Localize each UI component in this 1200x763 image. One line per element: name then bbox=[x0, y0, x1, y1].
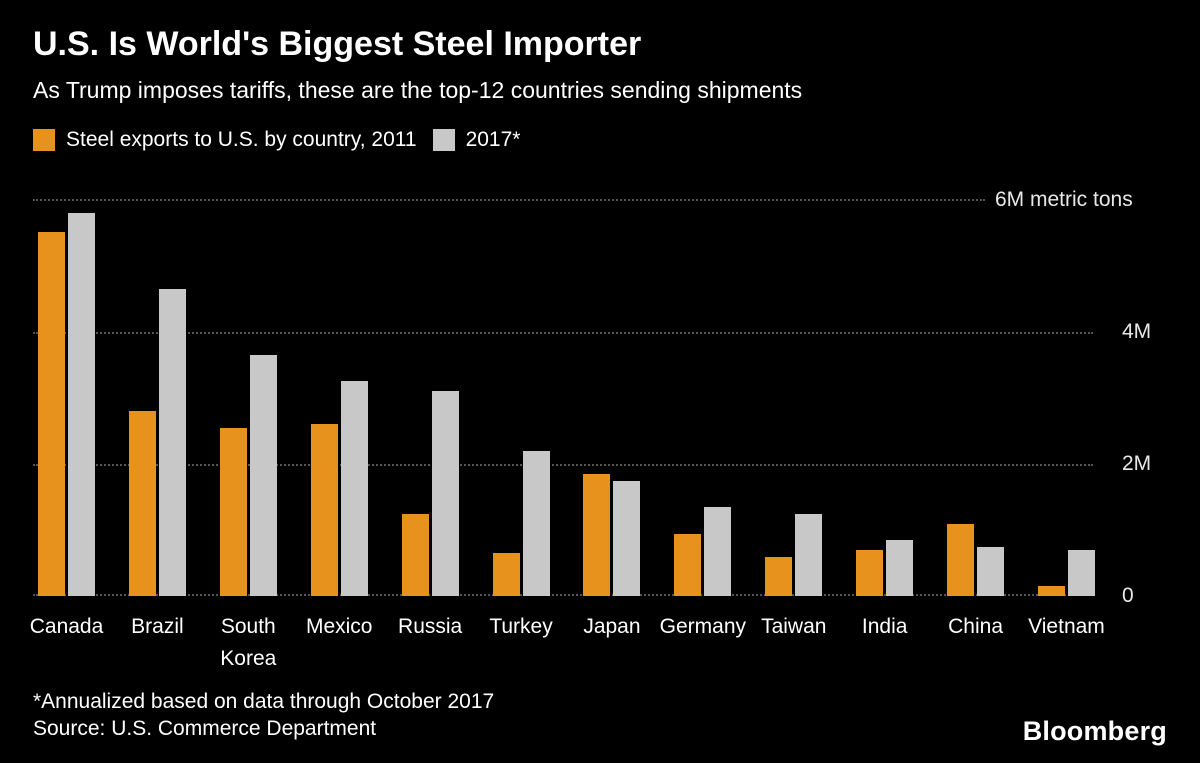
y-axis-tick-4m: 4M bbox=[1122, 319, 1152, 343]
x-axis-label-germany: Germany bbox=[659, 615, 747, 639]
bar-2011-brazil bbox=[128, 411, 156, 597]
bloomberg-logo: Bloomberg bbox=[1022, 716, 1167, 746]
bar-2017-japan bbox=[613, 480, 641, 597]
y-axis-tick-0: 0 bbox=[1122, 584, 1134, 608]
legend-swatch-2011 bbox=[33, 129, 55, 152]
x-axis-label-turkey: Turkey bbox=[489, 615, 553, 639]
legend-item-2011: Steel exports to U.S. by country, 2011 bbox=[33, 128, 417, 152]
x-axis-label-china: China bbox=[948, 615, 1003, 639]
bar-2011-turkey bbox=[492, 553, 520, 597]
page-title: U.S. Is World's Biggest Steel Importer bbox=[33, 25, 642, 63]
legend-item-2017: 2017* bbox=[432, 128, 521, 152]
bar-2017-south-korea bbox=[249, 354, 277, 597]
gridline-2m bbox=[33, 463, 1093, 466]
y-axis-tick-2m: 2M bbox=[1122, 451, 1152, 475]
gridline-0 bbox=[33, 594, 1093, 597]
bar-2017-india bbox=[886, 540, 914, 597]
bar-group-taiwan bbox=[765, 199, 823, 597]
x-axis-label-vietnam: Vietnam bbox=[1028, 615, 1105, 639]
x-labels: Canada Brazil South Korea Mexico Russia Turke… bbox=[29, 611, 1105, 674]
x-axis-label-south-korea: South Korea bbox=[220, 615, 277, 670]
bar-group-germany bbox=[674, 199, 732, 597]
bar-group-india bbox=[856, 199, 914, 597]
bar-groups bbox=[38, 199, 1095, 597]
x-axis-label-canada: Canada bbox=[29, 615, 104, 639]
bar-group-vietnam bbox=[1037, 199, 1095, 597]
legend-label-2017: 2017* bbox=[465, 128, 521, 152]
footnote: *Annualized based on data through Octobe… bbox=[33, 689, 495, 713]
bar-chart: 6M metric tons 4M 2M 0 Canada Brazil South… bbox=[30, 188, 1167, 670]
legend: Steel exports to U.S. by country, 2011 2… bbox=[33, 128, 1167, 152]
bar-2017-mexico bbox=[340, 381, 368, 597]
chart-footer: *Annualized based on data through Octobe… bbox=[33, 688, 494, 743]
x-axis-label-taiwan: Taiwan bbox=[761, 615, 827, 639]
bar-group-turkey bbox=[492, 199, 550, 597]
gridline-4m bbox=[33, 331, 1093, 334]
legend-swatch-2017 bbox=[432, 129, 455, 152]
chart-header: U.S. Is World's Biggest Steel Importer A… bbox=[0, 0, 1200, 152]
bar-2011-germany bbox=[674, 533, 702, 597]
bar-2017-taiwan bbox=[795, 513, 823, 597]
x-axis-label-mexico: Mexico bbox=[305, 615, 373, 639]
bar-2011-vietnam bbox=[1037, 586, 1065, 597]
bar-2011-india bbox=[856, 550, 884, 597]
bar-2017-turkey bbox=[522, 450, 550, 597]
bar-group-japan bbox=[583, 199, 641, 597]
x-axis-label-russia: Russia bbox=[398, 615, 463, 639]
bar-2017-brazil bbox=[158, 288, 186, 597]
bar-2017-vietnam bbox=[1067, 550, 1095, 597]
bar-2011-mexico bbox=[310, 424, 338, 597]
source-line: Source: U.S. Commerce Department bbox=[33, 717, 377, 741]
gridline-6m bbox=[33, 199, 985, 202]
bar-2017-russia bbox=[431, 391, 459, 597]
bar-2017-germany bbox=[704, 507, 732, 597]
bar-group-china bbox=[947, 199, 1005, 597]
bar-group-canada bbox=[38, 199, 95, 597]
bar-2011-canada bbox=[38, 232, 65, 597]
bar-group-brazil bbox=[128, 199, 186, 597]
bar-group-mexico bbox=[310, 199, 368, 597]
bar-group-russia bbox=[401, 199, 459, 597]
bar-2011-china bbox=[947, 523, 975, 597]
legend-label-2011: Steel exports to U.S. by country, 2011 bbox=[66, 128, 417, 152]
bar-group-south-korea bbox=[219, 199, 277, 597]
y-axis-tick-6m: 6M metric tons bbox=[995, 188, 1133, 212]
bar-2011-russia bbox=[401, 513, 429, 597]
bar-2011-taiwan bbox=[765, 556, 793, 597]
bar-2011-japan bbox=[583, 473, 611, 597]
chart-subtitle: As Trump imposes tariffs, these are the … bbox=[33, 77, 803, 104]
bar-2011-south-korea bbox=[219, 427, 247, 597]
x-axis-label-japan: Japan bbox=[583, 615, 641, 639]
bar-2017-canada bbox=[68, 212, 95, 597]
bar-2017-china bbox=[977, 546, 1005, 597]
x-axis-label-india: India bbox=[861, 615, 908, 639]
x-axis-label-brazil: Brazil bbox=[131, 615, 184, 639]
